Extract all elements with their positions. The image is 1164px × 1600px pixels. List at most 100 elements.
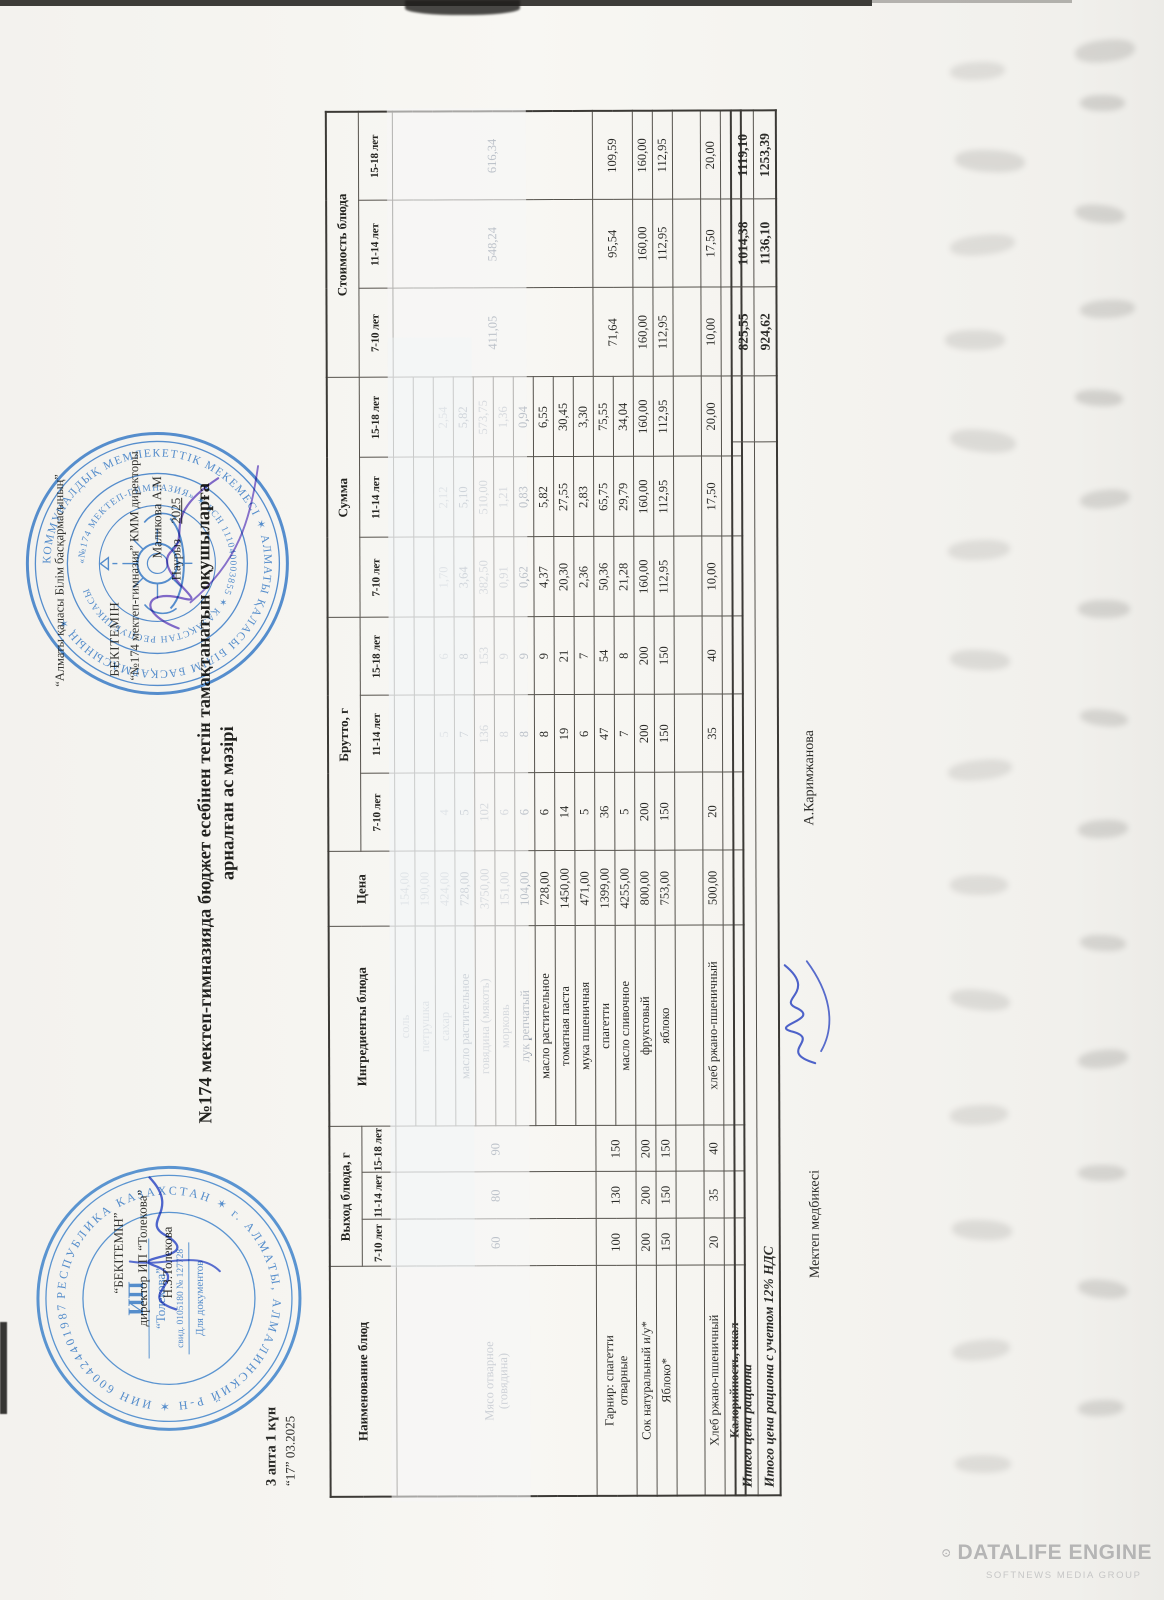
brutto-value-cell: 8: [494, 695, 515, 774]
sum-value-cell: 17,50: [701, 456, 722, 537]
sum-value-cell: 5,82: [453, 377, 474, 458]
brutto-value-cell: 8: [534, 695, 555, 774]
sum-value-cell: 20,30: [553, 536, 575, 618]
cost-value-cell: 112,95: [652, 287, 674, 377]
cost-value-cell: [672, 287, 702, 377]
dish-name-cell: Гарнир: спагетти отварные: [596, 1265, 638, 1496]
ingredient-name-cell: яблоко: [655, 925, 676, 1126]
brutto-value-cell: [414, 773, 435, 852]
stamp-left-center4: Для документов: [194, 1261, 206, 1337]
cost-value-cell: 160,00: [632, 110, 653, 200]
sum-value-cell: [393, 537, 415, 618]
cost-value-cell: 109,59: [592, 110, 633, 200]
price-value-cell: [674, 850, 704, 926]
sum-value-cell: [673, 456, 702, 537]
sum-value-cell: 0,94: [513, 377, 534, 458]
sum-value-cell: 29,79: [613, 456, 634, 537]
dish-name-cell: Яблоко*: [656, 1265, 678, 1496]
brutto-value-cell: 40: [702, 616, 723, 695]
brutto-value-cell: 150: [654, 694, 675, 773]
brutto-value-cell: 4: [434, 773, 455, 852]
output-value-cell: 150: [656, 1218, 677, 1266]
age-col-label: 7-10 лет: [358, 288, 394, 378]
sum-value-cell: 112,95: [653, 456, 674, 537]
nurse-signature-line: Мектеп медбикесі А.Каримжанова: [783, 730, 836, 1279]
output-value-cell: 150: [595, 1125, 637, 1172]
sum-value-cell: 2,83: [573, 456, 594, 537]
price-value-cell: 500,00: [702, 850, 724, 926]
output-value-cell: 150: [655, 1125, 677, 1172]
sum-value-cell: 34,04: [613, 376, 634, 457]
output-value-cell: [676, 1218, 705, 1266]
price-value-cell: 3750,00: [474, 851, 496, 927]
sum-value-cell: 3,64: [453, 537, 475, 618]
cost-value-cell: 71,64: [592, 287, 634, 377]
brutto-value-cell: 9: [534, 617, 555, 696]
nurse-signature: [783, 960, 831, 1065]
sum-value-cell: 0,62: [513, 537, 535, 618]
brutto-value-cell: 9: [494, 617, 515, 696]
brutto-value-cell: 5: [454, 773, 475, 852]
cost-value-cell: 112,95: [652, 199, 673, 288]
header-output: Выход блюда, г: [329, 1126, 363, 1267]
ingredient-name-cell: хлеб ржано-пшеничный: [703, 925, 724, 1126]
totals-empty-cell: [754, 376, 777, 443]
sum-value-cell: 0,91: [493, 537, 515, 618]
brutto-value-cell: 102: [474, 773, 495, 852]
brutto-value-cell: 14: [554, 772, 575, 852]
kazakhstan-emblem-icon: [99, 512, 193, 615]
brutto-value-cell: [394, 773, 415, 852]
brutto-value-cell: 200: [634, 772, 655, 851]
totals-value: 1014,38: [731, 199, 754, 288]
sum-value-cell: 382,50: [473, 537, 495, 618]
brutto-value-cell: [674, 616, 703, 695]
header-ingredients: Ингредиенты блюда: [328, 926, 396, 1127]
cost-value-cell: [672, 110, 701, 200]
age-col-label: 15-18 лет: [359, 377, 394, 458]
brutto-value-cell: 5: [574, 772, 595, 851]
ingredient-name-cell: сахар: [435, 926, 456, 1127]
output-value-cell: 20: [704, 1218, 725, 1266]
dish-name-cell: Хлеб ржано-пшеничный: [704, 1265, 726, 1496]
sum-value-cell: 27,55: [553, 456, 574, 538]
brutto-value-cell: 6: [574, 694, 595, 773]
cost-value-cell: 112,95: [652, 110, 673, 200]
sum-value-cell: 2,12: [433, 457, 454, 538]
sum-value-cell: [413, 457, 434, 538]
price-value-cell: 471,00: [574, 850, 596, 926]
signature-director-malikova: [149, 465, 259, 630]
stamp-left-center1: ИП: [123, 1281, 148, 1315]
sum-value-cell: 1,70: [433, 537, 455, 618]
signature-director-tolekova: [128, 1176, 221, 1311]
brutto-value-cell: 9: [514, 617, 535, 696]
sum-value-cell: 2,54: [433, 377, 454, 458]
cost-value-cell: 160,00: [632, 287, 654, 377]
totals-value: 1136,10: [753, 199, 777, 288]
ingredient-name-cell: масло растительное: [535, 926, 556, 1127]
output-value-cell: [675, 1125, 705, 1172]
brutto-value-cell: 200: [634, 694, 655, 773]
brutto-value-cell: [674, 694, 703, 773]
age-col-label: 7-10 лет: [359, 537, 395, 618]
output-value-cell: 80: [396, 1171, 597, 1220]
price-value-cell: 753,00: [654, 850, 676, 926]
brutto-value-cell: 6: [494, 773, 515, 852]
ingredient-name-cell: томатная паста: [555, 925, 576, 1127]
nurse-label: Мектеп медбикесі: [807, 1169, 823, 1279]
cost-value-cell: 95,54: [592, 199, 633, 288]
brutto-value-cell: 153: [474, 617, 495, 696]
sum-value-cell: 510,00: [473, 457, 494, 538]
header-sum: Сумма: [326, 377, 361, 618]
price-value-cell: 151,00: [494, 851, 516, 927]
sum-value-cell: 6,55: [533, 377, 554, 458]
totals-value: 1119,10: [730, 110, 754, 200]
cost-value-cell: 10,00: [700, 287, 722, 377]
price-value-cell: 728,00: [454, 851, 476, 927]
sum-value-cell: [393, 377, 414, 458]
stamp-left-center3: свид. 0105180 № 127728: [176, 1249, 186, 1348]
ingredient-name-cell: спагетти: [595, 925, 616, 1126]
sum-value-cell: 20,00: [701, 376, 722, 457]
dish-name-cell: Мясо отварное (говядина): [396, 1265, 598, 1497]
brutto-value-cell: 19: [554, 694, 575, 774]
brutto-value-cell: 8: [614, 616, 635, 695]
